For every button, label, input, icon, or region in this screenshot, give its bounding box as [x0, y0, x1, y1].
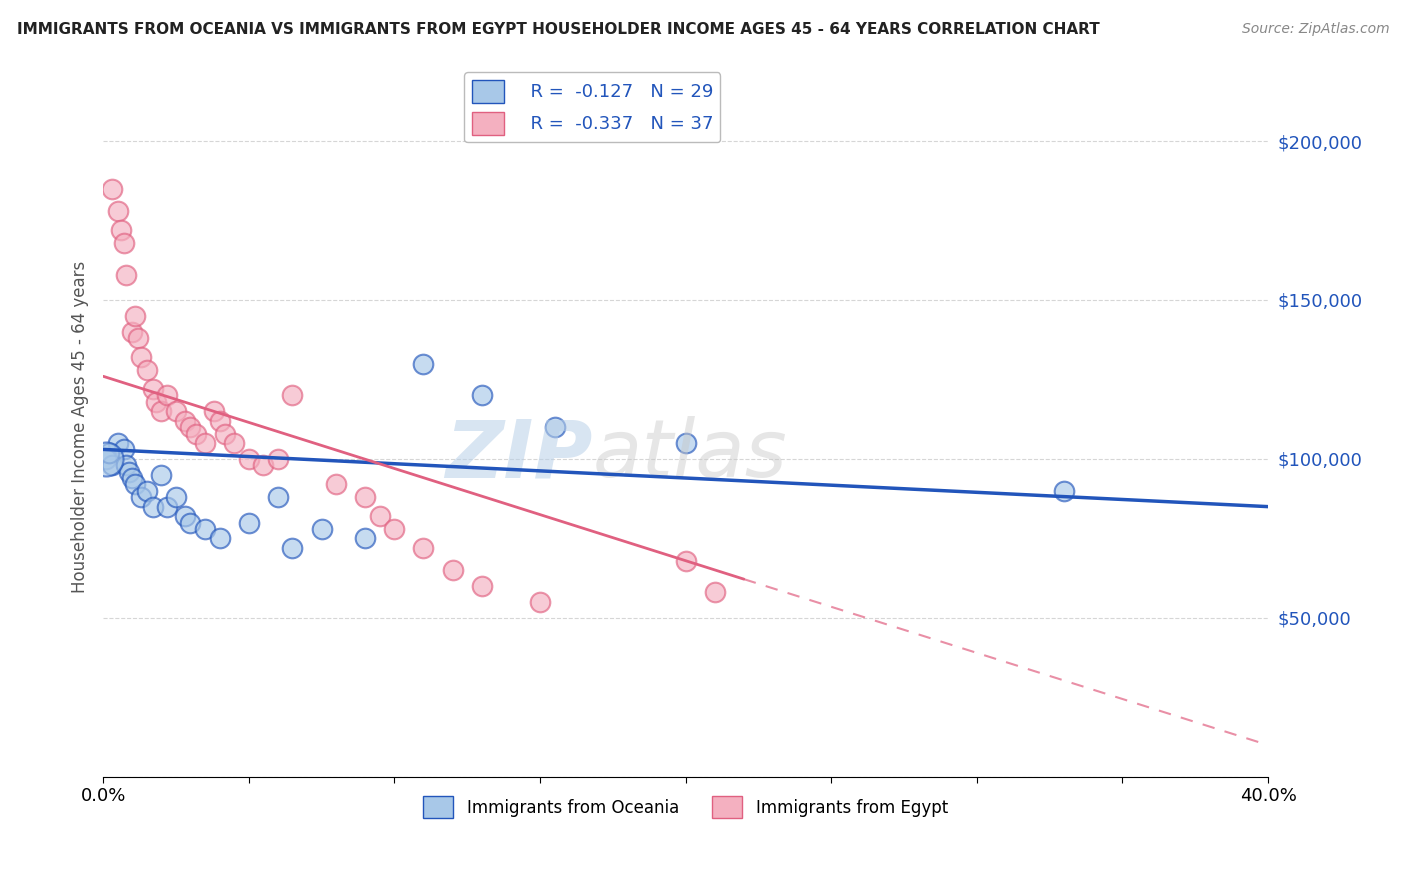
Point: [94, 452, 117, 467]
Point: [543, 420, 565, 434]
Point: [145, 394, 167, 409]
Point: [412, 541, 434, 555]
Point: [156, 500, 179, 514]
Point: [281, 541, 304, 555]
Point: [173, 509, 195, 524]
Point: [129, 350, 152, 364]
Point: [156, 388, 179, 402]
Point: [150, 404, 173, 418]
Text: ZIP: ZIP: [446, 417, 592, 494]
Point: [252, 458, 274, 473]
Point: [101, 182, 124, 196]
Point: [1053, 483, 1076, 498]
Point: [208, 532, 231, 546]
Point: [238, 452, 260, 467]
Point: [281, 388, 304, 402]
Point: [368, 509, 391, 524]
Point: [179, 516, 201, 530]
Point: [354, 532, 377, 546]
Point: [94, 452, 117, 467]
Point: [224, 436, 246, 450]
Point: [115, 458, 138, 473]
Point: [112, 235, 135, 250]
Point: [173, 414, 195, 428]
Point: [101, 458, 124, 473]
Point: [112, 442, 135, 457]
Legend: Immigrants from Oceania, Immigrants from Egypt: Immigrants from Oceania, Immigrants from…: [416, 789, 955, 824]
Y-axis label: Householder Income Ages 45 - 64 years: Householder Income Ages 45 - 64 years: [72, 261, 89, 593]
Point: [118, 465, 141, 479]
Point: [107, 204, 129, 219]
Point: [675, 436, 697, 450]
Point: [135, 483, 157, 498]
Point: [267, 452, 290, 467]
Point: [325, 477, 347, 491]
Point: [202, 404, 225, 418]
Point: [121, 325, 143, 339]
Point: [194, 436, 217, 450]
Point: [124, 477, 146, 491]
Point: [214, 426, 236, 441]
Point: [703, 585, 725, 599]
Point: [124, 309, 146, 323]
Point: [142, 500, 165, 514]
Point: [165, 490, 187, 504]
Point: [129, 490, 152, 504]
Point: [441, 563, 464, 577]
Point: [135, 363, 157, 377]
Point: [354, 490, 377, 504]
Point: [194, 522, 217, 536]
Point: [267, 490, 290, 504]
Point: [186, 426, 208, 441]
Point: [412, 357, 434, 371]
Text: atlas: atlas: [592, 417, 787, 494]
Point: [165, 404, 187, 418]
Point: [238, 516, 260, 530]
Point: [107, 436, 129, 450]
Text: Source: ZipAtlas.com: Source: ZipAtlas.com: [1241, 22, 1389, 37]
Point: [115, 268, 138, 282]
Point: [150, 467, 173, 482]
Point: [142, 382, 165, 396]
Point: [121, 471, 143, 485]
Point: [127, 331, 149, 345]
Point: [179, 420, 201, 434]
Point: [471, 388, 494, 402]
Point: [675, 554, 697, 568]
Point: [382, 522, 405, 536]
Text: IMMIGRANTS FROM OCEANIA VS IMMIGRANTS FROM EGYPT HOUSEHOLDER INCOME AGES 45 - 64: IMMIGRANTS FROM OCEANIA VS IMMIGRANTS FR…: [17, 22, 1099, 37]
Point: [208, 414, 231, 428]
Point: [311, 522, 333, 536]
Point: [471, 579, 494, 593]
Point: [97, 445, 120, 459]
Point: [529, 595, 551, 609]
Point: [110, 223, 132, 237]
